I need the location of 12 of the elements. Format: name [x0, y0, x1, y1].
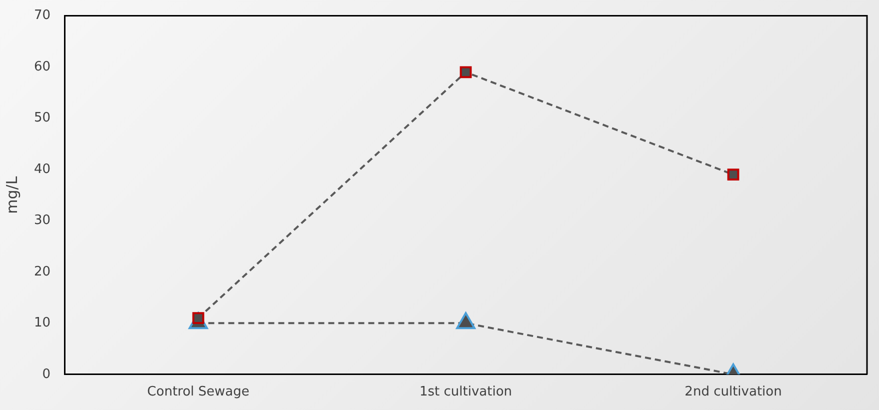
- y-tick-label: 20: [34, 264, 51, 280]
- x-tick-label: Control Sewage: [147, 384, 250, 400]
- x-tick-label: 1st cultivation: [420, 384, 512, 400]
- y-axis-title: mg/L: [2, 176, 21, 214]
- y-tick-label: 40: [34, 162, 51, 177]
- y-tick-label: 0: [42, 366, 51, 382]
- y-tick-label: 60: [34, 59, 51, 74]
- x-tick-label: 2nd cultivation: [684, 384, 782, 400]
- y-tick-label: 50: [34, 110, 51, 126]
- y-tick-label: 10: [34, 316, 51, 331]
- y-tick-label: 30: [34, 213, 51, 228]
- y-tick-label: 70: [34, 8, 51, 24]
